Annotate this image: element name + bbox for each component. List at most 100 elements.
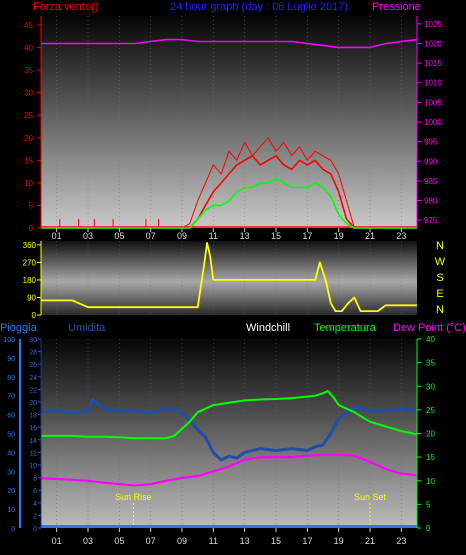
- direction-tick-label: 180: [23, 276, 37, 285]
- humidity-tick-label: 12: [29, 450, 37, 457]
- hour-tick-label: 01: [52, 231, 62, 241]
- rain-tick-label: 70: [7, 394, 15, 401]
- wind-tick-label: 35: [24, 66, 33, 75]
- temperature-tick-label: 5: [426, 500, 431, 509]
- hour-tick-label: 07: [146, 536, 156, 546]
- direction-tick-label: 360: [23, 241, 37, 250]
- bottom-hour-ticks: 01 03 05 07 09 11 13 15 17 19 21 23: [52, 528, 406, 546]
- temperature-tick-label: 0: [426, 524, 431, 533]
- direction-tick-label: 90: [27, 293, 36, 302]
- compass-label: S: [436, 272, 443, 284]
- hour-tick-label: 23: [396, 536, 406, 546]
- temperature-tick-label: 30: [426, 382, 435, 391]
- humidity-tick-label: 0: [33, 526, 37, 533]
- pressure-tick-label: 985: [424, 177, 438, 186]
- wind-tick-label: 25: [24, 111, 33, 120]
- temperature-line: [41, 390, 418, 440]
- pressure-tick-label: 995: [424, 138, 438, 147]
- top-series: [41, 38, 418, 229]
- pressure-axis-title: Pressione: [372, 1, 421, 13]
- top-plot-area: [41, 16, 417, 228]
- pressure-tick-label: 1000: [424, 118, 442, 127]
- sun-annotations: Sun Rise Sun Set: [115, 492, 387, 528]
- direction-axis-ticks: 0 90 180 270 360: [23, 241, 41, 320]
- pressure-axis-ticks: 975 980 985 990 995 1000 1005 1010 1015 1020 1025: [417, 20, 442, 225]
- rain-tick-label: 90: [7, 356, 15, 363]
- temperature-humidity-chart: Pioggia Umidita Windchill Temperatura Dew Po…: [0, 322, 466, 546]
- rain-tick-label: 100: [3, 337, 15, 344]
- pressure-tick-label: 975: [424, 216, 438, 225]
- series-line-3: [41, 38, 418, 49]
- mid-series: [41, 241, 417, 313]
- wind-tick-label: 10: [24, 179, 33, 188]
- hour-tick-label: 03: [83, 536, 93, 546]
- hour-tick-label: 13: [240, 536, 250, 546]
- legend-label: Dew Point (°C): [393, 322, 466, 334]
- rain-tick-label: 20: [7, 488, 15, 495]
- hour-tick-label: 15: [271, 536, 281, 546]
- humidity-tick-label: 20: [29, 400, 37, 407]
- compass-label: W: [435, 256, 446, 268]
- hour-tick-label: 13: [240, 231, 250, 241]
- hour-tick-label: 09: [177, 536, 187, 546]
- legend-label: Temperatura: [314, 322, 377, 334]
- humidity-tick-label: 8: [33, 476, 37, 483]
- humidity-tick-label: 24: [29, 375, 37, 382]
- hour-tick-label: 19: [334, 231, 344, 241]
- hour-tick-label: 15: [271, 231, 281, 241]
- temperature-tick-label: 15: [426, 453, 435, 462]
- hour-tick-label: 23: [396, 231, 406, 241]
- bottom-series: [40, 390, 418, 528]
- temperature-tick-label: 20: [426, 430, 435, 439]
- temperature-tick-label: 25: [426, 406, 435, 415]
- rain-tick-label: 50: [7, 432, 15, 439]
- humidity-tick-label: 26: [29, 362, 37, 369]
- pressure-tick-label: 1005: [424, 98, 442, 107]
- direction-line: [41, 241, 417, 313]
- hour-tick-label: 01: [52, 536, 62, 546]
- hour-tick-label: 05: [114, 536, 124, 546]
- hour-tick-label: 21: [365, 231, 375, 241]
- temperature-tick-label: 40: [426, 335, 435, 344]
- pressure-tick-label: 980: [424, 197, 438, 206]
- dewpoint-line: [40, 453, 418, 487]
- rain-tick-label: 10: [7, 507, 15, 514]
- humidity-tick-label: 22: [29, 387, 37, 394]
- rain-tick-label: 60: [7, 413, 15, 420]
- wind-tick-label: 40: [24, 44, 33, 53]
- legend-label: Umidita: [68, 322, 106, 334]
- legend-label: Windchill: [246, 322, 290, 334]
- temperature-tick-label: 10: [426, 477, 435, 486]
- humidity-tick-label: 30: [29, 337, 37, 344]
- wind-tick-label: 45: [24, 21, 33, 30]
- wind-axis-title: Forza vento(): [33, 1, 98, 13]
- pressure-tick-label: 1015: [424, 59, 442, 68]
- humidity-tick-label: 10: [29, 463, 37, 470]
- humidity-tick-label: 16: [29, 425, 37, 432]
- bottom-legend: Pioggia Umidita Windchill Temperatura Dew Po…: [0, 322, 466, 334]
- hour-tick-label: 07: [146, 231, 156, 241]
- pressure-tick-label: 1020: [424, 39, 442, 48]
- sun-marker-label: Sun Set: [354, 492, 387, 502]
- pressure-tick-label: 1010: [424, 79, 442, 88]
- legend-label: Pioggia: [0, 322, 38, 334]
- wind-pressure-chart: Forza vento() 24 hour graph (day : 06 Lu…: [24, 1, 442, 241]
- wind-tick-label: 15: [24, 156, 33, 165]
- rain-axis-ticks: 0 10 20 30 40 50 60 70 80 90 100: [3, 337, 15, 533]
- rain-tick-label: 0: [11, 526, 15, 533]
- direction-tick-label: 0: [32, 311, 37, 320]
- compass-label: N: [436, 304, 444, 316]
- hour-tick-label: 17: [302, 536, 312, 546]
- humidity-tick-label: 6: [33, 488, 37, 495]
- compass-label: E: [436, 288, 443, 300]
- hour-tick-label: 03: [83, 231, 93, 241]
- temperature-axis-ticks: 0 5 10 15 20 25 30 35 40: [417, 335, 435, 533]
- mid-grid: [56, 241, 402, 315]
- direction-tick-label: 270: [23, 258, 37, 267]
- pressure-tick-label: 990: [424, 157, 438, 166]
- rain-tick-label: 30: [7, 469, 15, 476]
- humidity-tick-label: 2: [33, 513, 37, 520]
